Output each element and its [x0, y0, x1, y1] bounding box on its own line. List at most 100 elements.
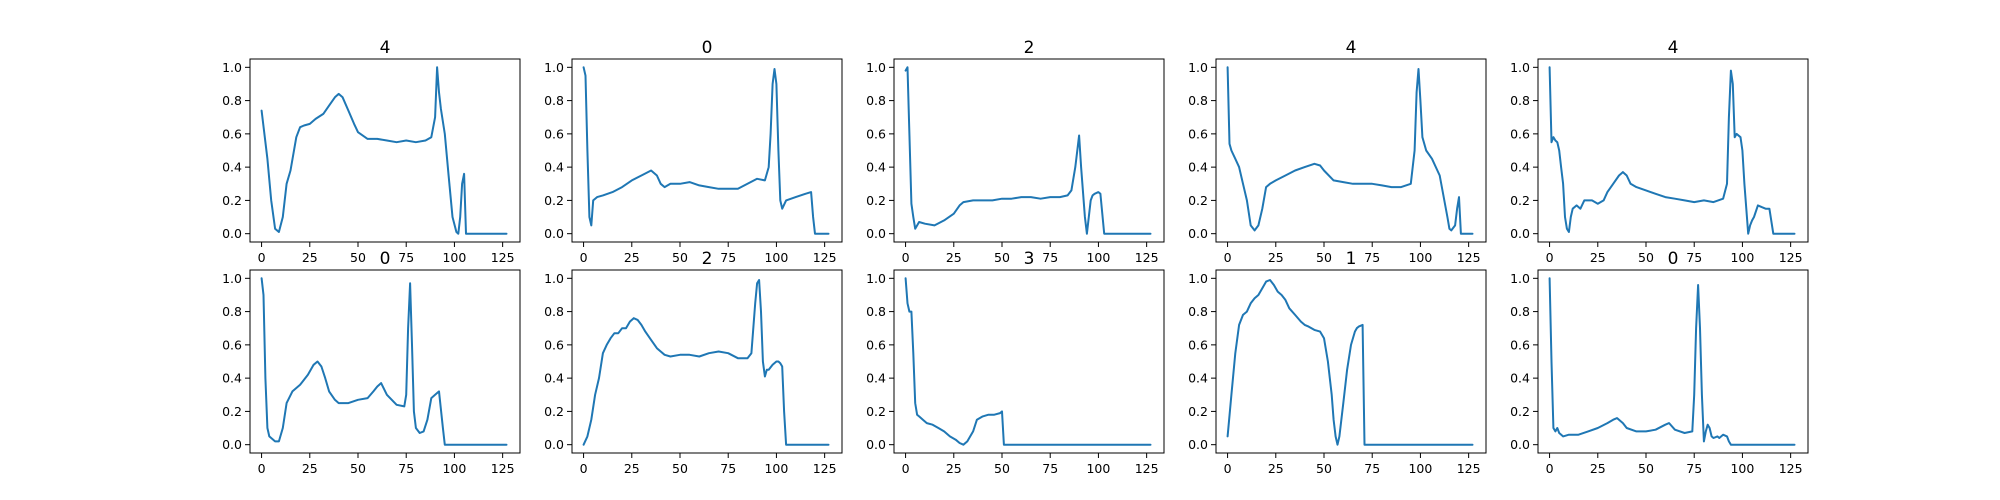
y-tick-label: 0.0 — [1188, 226, 1208, 241]
subplot-title: 2 — [702, 249, 713, 269]
series-line — [1548, 66, 1796, 235]
series-line — [260, 66, 508, 235]
x-tick-label: 75 — [398, 250, 414, 265]
y-tick-label: 0.0 — [1188, 437, 1208, 452]
y-tick-label: 0.0 — [866, 226, 886, 241]
y-tick-label: 0.6 — [222, 126, 242, 141]
series-line — [260, 277, 508, 446]
x-tick-label: 25 — [1268, 250, 1284, 265]
series-line — [582, 66, 830, 235]
x-tick-label: 50 — [672, 250, 688, 265]
y-tick-label: 0.2 — [866, 404, 886, 419]
x-tick-label: 50 — [1638, 250, 1654, 265]
x-tick-label: 0 — [1224, 461, 1232, 476]
subplot-7: 0 25 50 75 100 125 0.0 0.2 0.4 0.6 0.8 1.0 2 — [544, 249, 843, 476]
subplot-6: 0 25 50 75 100 125 0.0 0.2 0.4 0.6 0.8 1.0 0 — [222, 249, 521, 476]
x-tick-label: 100 — [1408, 250, 1432, 265]
x-tick-label: 25 — [624, 461, 640, 476]
y-tick-label: 0.6 — [1510, 126, 1530, 141]
y-tick-label: 0.2 — [222, 404, 242, 419]
y-tick-label: 0.8 — [222, 304, 242, 319]
y-tick-label: 0.2 — [544, 193, 564, 208]
y-tick-label: 0.0 — [1510, 437, 1530, 452]
series-line — [582, 279, 830, 446]
x-tick-label: 25 — [302, 461, 318, 476]
x-tick-label: 125 — [813, 461, 837, 476]
y-tick-label: 1.0 — [544, 271, 564, 286]
series-line — [904, 66, 1152, 235]
y-tick-label: 1.0 — [866, 271, 886, 286]
y-tick-label: 0.4 — [866, 371, 886, 386]
subplot-title: 4 — [1668, 38, 1679, 58]
y-tick-label: 0.2 — [1188, 404, 1208, 419]
x-tick-label: 50 — [350, 250, 366, 265]
x-tick-label: 125 — [813, 250, 837, 265]
subplot-9: 0 25 50 75 100 125 0.0 0.2 0.4 0.6 0.8 1.0 1 — [1188, 249, 1487, 476]
y-tick-label: 0.4 — [222, 371, 242, 386]
subplot-title: 0 — [380, 249, 391, 269]
subplot-title: 4 — [1346, 38, 1357, 58]
y-tick-label: 0.4 — [1510, 371, 1530, 386]
x-tick-label: 75 — [1686, 461, 1702, 476]
axes-frame — [571, 269, 843, 454]
x-tick-label: 75 — [1364, 250, 1380, 265]
x-tick-label: 50 — [1316, 250, 1332, 265]
series-line — [1226, 66, 1474, 235]
x-tick-label: 125 — [1457, 461, 1481, 476]
axes-frame — [1215, 58, 1487, 243]
series-line — [1548, 277, 1796, 446]
x-tick-label: 100 — [1086, 461, 1110, 476]
axes-frame — [1215, 269, 1487, 454]
x-tick-label: 125 — [491, 461, 515, 476]
subplot-title: 3 — [1024, 249, 1035, 269]
x-tick-label: 25 — [624, 250, 640, 265]
x-tick-label: 50 — [1638, 461, 1654, 476]
y-tick-label: 0.0 — [1510, 226, 1530, 241]
y-tick-label: 0.4 — [222, 160, 242, 175]
subplot-3: 0 25 50 75 100 125 0.0 0.2 0.4 0.6 0.8 1.0 2 — [866, 38, 1165, 265]
subplot-title: 0 — [1668, 249, 1679, 269]
y-tick-label: 0.4 — [1510, 160, 1530, 175]
y-tick-label: 1.0 — [1188, 60, 1208, 75]
x-tick-label: 75 — [1686, 250, 1702, 265]
y-tick-label: 0.4 — [866, 160, 886, 175]
x-tick-label: 125 — [1779, 461, 1803, 476]
y-tick-label: 0.4 — [544, 160, 564, 175]
y-tick-label: 0.2 — [866, 193, 886, 208]
x-tick-label: 100 — [1086, 250, 1110, 265]
y-tick-label: 0.0 — [544, 437, 564, 452]
x-tick-label: 50 — [994, 250, 1010, 265]
x-tick-label: 50 — [350, 461, 366, 476]
x-tick-label: 25 — [946, 461, 962, 476]
y-tick-label: 1.0 — [1510, 271, 1530, 286]
x-tick-label: 100 — [764, 250, 788, 265]
x-tick-label: 100 — [764, 461, 788, 476]
subplot-title: 1 — [1346, 249, 1357, 269]
y-tick-label: 0.2 — [1510, 404, 1530, 419]
subplot-2: 0 25 50 75 100 125 0.0 0.2 0.4 0.6 0.8 1.0 0 — [544, 38, 843, 265]
x-tick-label: 25 — [1590, 250, 1606, 265]
subplot-10: 0 25 50 75 100 125 0.0 0.2 0.4 0.6 0.8 1.0 0 — [1510, 249, 1809, 476]
axes-frame — [1537, 58, 1809, 243]
x-tick-label: 100 — [1408, 461, 1432, 476]
axes-frame — [893, 58, 1165, 243]
y-tick-label: 1.0 — [1188, 271, 1208, 286]
series-line — [1226, 279, 1474, 446]
x-tick-label: 75 — [1364, 461, 1380, 476]
x-tick-label: 0 — [580, 461, 588, 476]
y-tick-label: 1.0 — [544, 60, 564, 75]
y-tick-label: 0.8 — [866, 93, 886, 108]
y-tick-label: 0.6 — [1188, 126, 1208, 141]
subplot-8: 0 25 50 75 100 125 0.0 0.2 0.4 0.6 0.8 1.0 3 — [866, 249, 1165, 476]
subplot-title: 0 — [702, 38, 713, 58]
x-tick-label: 25 — [1268, 461, 1284, 476]
y-tick-label: 0.4 — [1188, 371, 1208, 386]
y-tick-label: 0.8 — [1510, 93, 1530, 108]
axes-frame — [1537, 269, 1809, 454]
subplot-title: 2 — [1024, 38, 1035, 58]
x-tick-label: 0 — [580, 250, 588, 265]
x-tick-label: 0 — [902, 461, 910, 476]
x-tick-label: 25 — [302, 250, 318, 265]
x-tick-label: 100 — [442, 461, 466, 476]
x-tick-label: 0 — [902, 250, 910, 265]
